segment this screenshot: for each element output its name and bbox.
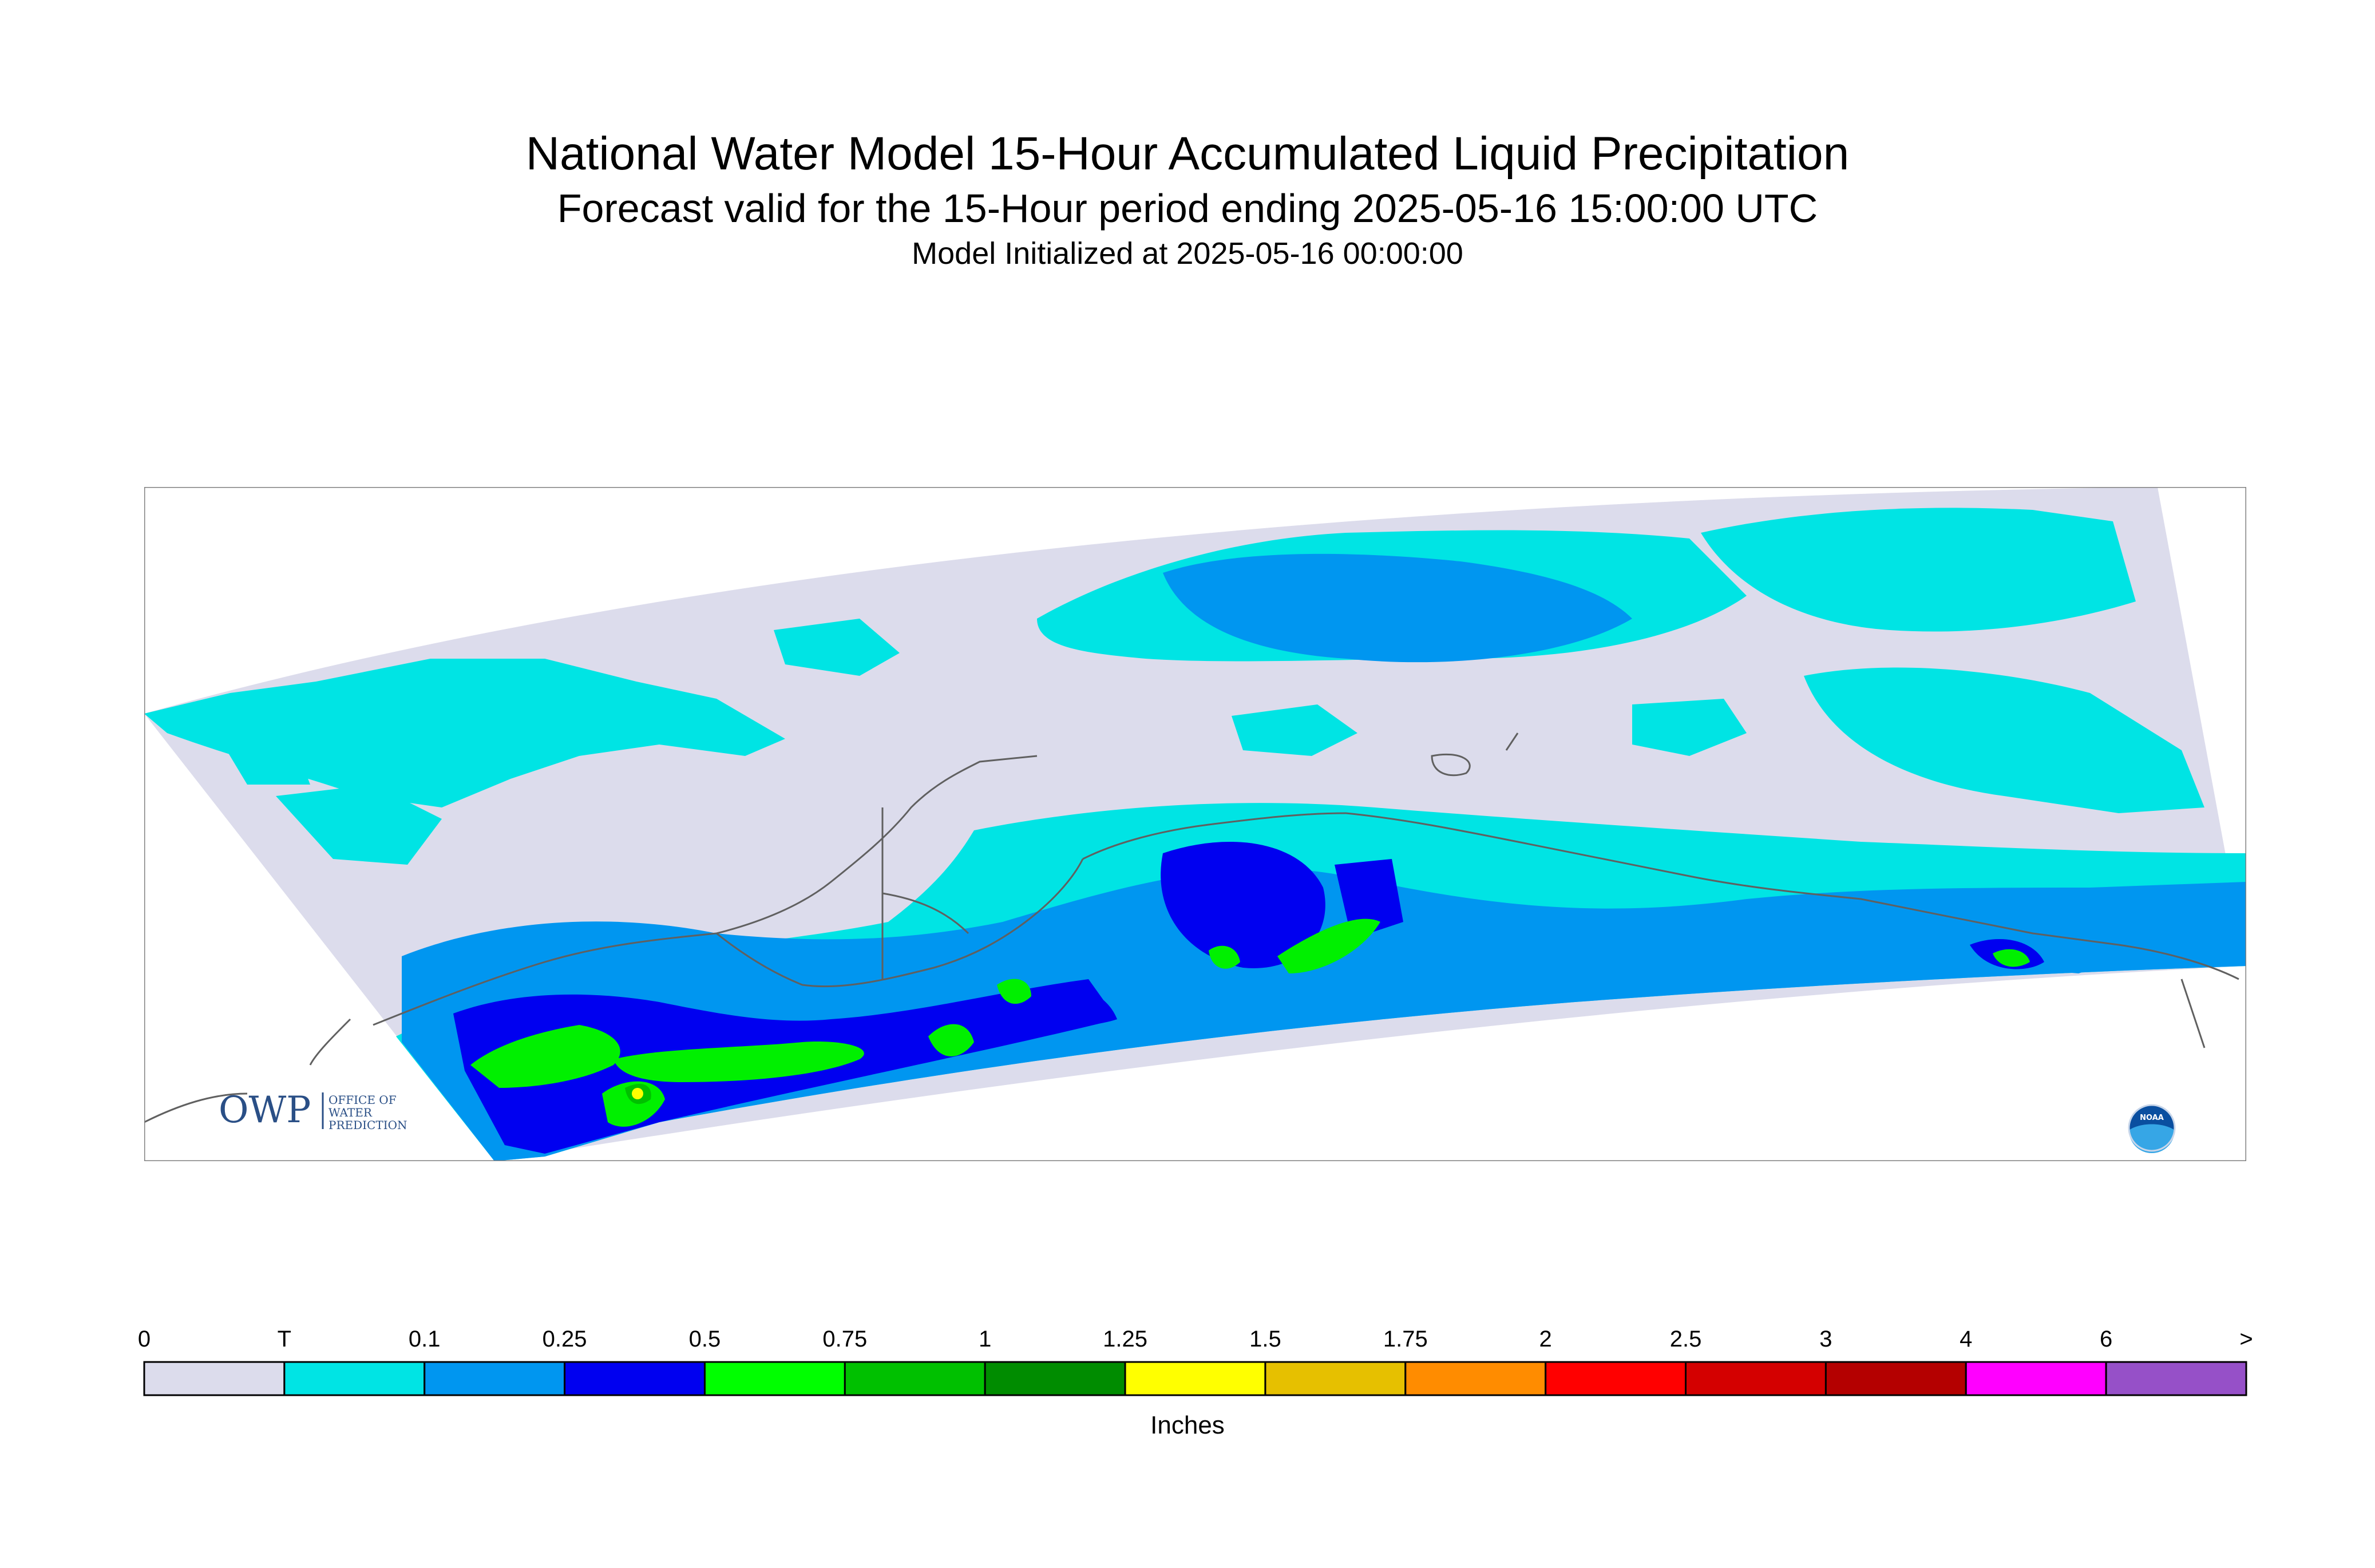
init-time: Model Initialized at 2025-05-16 00:00:00: [912, 236, 1463, 271]
owp-logo: OWP OFFICE OF WATER PREDICTION: [219, 1089, 407, 1132]
legend-swatch: [423, 1361, 566, 1396]
legend-tick-label: 2.5: [1670, 1327, 1702, 1352]
legend-tick-label: >: [2239, 1327, 2253, 1352]
legend-swatch: [984, 1361, 1126, 1396]
light-areas: [402, 553, 2246, 1161]
noaa-logo: NOAA: [2128, 1104, 2176, 1153]
legend-tick-label: 0.1: [409, 1327, 441, 1352]
legend-swatch: [1824, 1361, 1967, 1396]
legend-swatch: [844, 1361, 986, 1396]
legend-swatch: [1124, 1361, 1266, 1396]
legend-tick-label: 4: [1960, 1327, 1972, 1352]
heavy-areas: [470, 918, 2030, 1127]
legend-tick-label: 0: [138, 1327, 151, 1352]
noaa-logo-wave: [2129, 1124, 2175, 1153]
owp-logo-line2: WATER: [328, 1106, 373, 1119]
legend-swatch: [703, 1361, 846, 1396]
page-title: National Water Model 15-Hour Accumulated…: [525, 128, 1850, 180]
noaa-logo-rim: [2128, 1104, 2176, 1152]
legend-tick-labels: 0 T 0.1 0.25 0.5 0.75 1 1.25 1.5 1.75 2 2.5 3 4 6 >: [138, 1327, 2253, 1352]
legend-unit-label: Inches: [1150, 1411, 1225, 1439]
color-legend: 0 T 0.1 0.25 0.5 0.75 1 1.25 1.5 1.75 2 2.5 3 4 6 >: [138, 1327, 2253, 1396]
legend-tick-label: 0.75: [822, 1327, 867, 1352]
legend-swatch: [1685, 1361, 1827, 1396]
noaa-logo-mark: NOAA: [2140, 1114, 2164, 1122]
page-subtitle: Forecast valid for the 15-Hour period en…: [557, 186, 1818, 231]
legend-tick-label: 0.5: [689, 1327, 721, 1352]
legend-swatch: [1965, 1361, 2107, 1396]
coastline: [144, 732, 2239, 1123]
legend-swatch: [1545, 1361, 1687, 1396]
legend-swatch: [2105, 1361, 2247, 1396]
legend-tick-label: 1.75: [1383, 1327, 1428, 1352]
legend-boxes: [143, 1361, 2247, 1396]
owp-logo-line3: PREDICTION: [328, 1118, 407, 1132]
precipitation-map[interactable]: OWP OFFICE OF WATER PREDICTION NOAA: [144, 487, 2246, 1161]
legend-swatch: [1404, 1361, 1547, 1396]
legend-tick-label: T: [278, 1327, 291, 1352]
owp-logo-mark: OWP: [219, 1089, 311, 1131]
legend-swatch: [143, 1361, 286, 1396]
legend-swatch: [1264, 1361, 1407, 1396]
max-cell: [632, 1088, 643, 1099]
legend-tick-label: 2: [1539, 1327, 1552, 1352]
legend-tick-label: 1.25: [1103, 1327, 1147, 1352]
legend-tick-label: 1: [979, 1327, 991, 1352]
legend-tick-label: 0.25: [543, 1327, 587, 1352]
legend-swatch: [283, 1361, 426, 1396]
legend-swatch: [564, 1361, 706, 1396]
legend-tick-label: 6: [2100, 1327, 2112, 1352]
legend-tick-label: 1.5: [1249, 1327, 1281, 1352]
owp-logo-line1: OFFICE OF: [328, 1093, 397, 1107]
legend-tick-label: 3: [1819, 1327, 1832, 1352]
